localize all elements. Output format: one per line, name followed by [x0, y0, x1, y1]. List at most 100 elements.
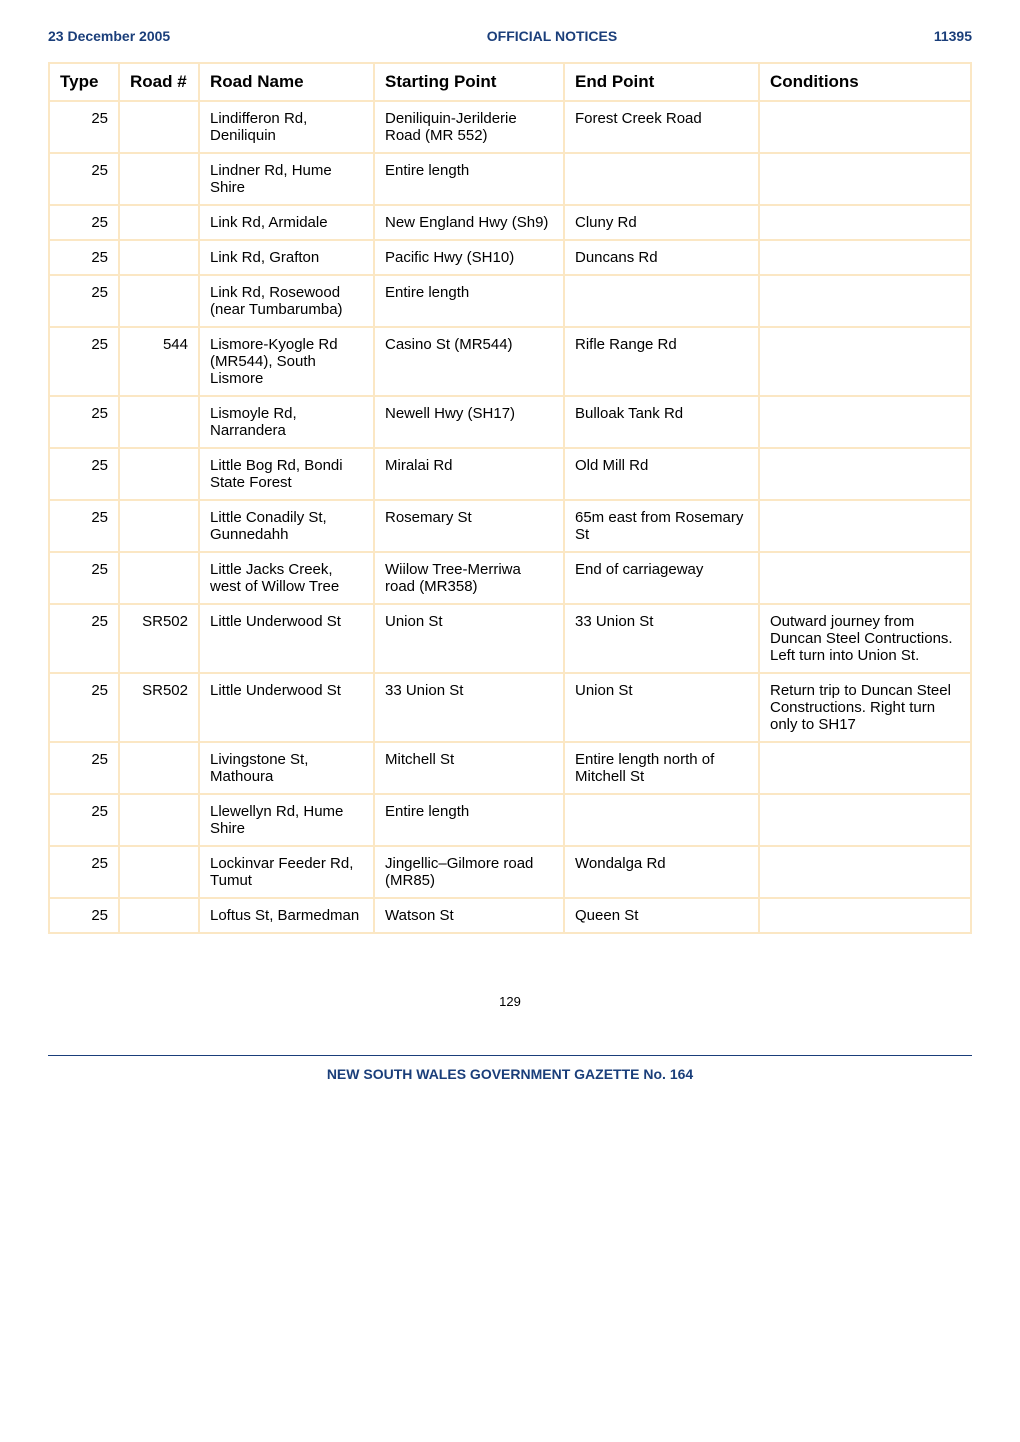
table-cell — [759, 794, 971, 846]
page-header: 23 December 2005 OFFICIAL NOTICES 11395 — [48, 28, 972, 44]
col-end: End Point — [564, 63, 759, 101]
table-cell: 25 — [49, 846, 119, 898]
table-cell — [119, 396, 199, 448]
table-cell: Lismoyle Rd, Narrandera — [199, 396, 374, 448]
table-cell: Wiilow Tree-Merriwa road (MR358) — [374, 552, 564, 604]
table-cell: End of carriageway — [564, 552, 759, 604]
col-start: Starting Point — [374, 63, 564, 101]
table-cell: New England Hwy (Sh9) — [374, 205, 564, 240]
table-cell: Little Underwood St — [199, 673, 374, 742]
table-header-row: Type Road # Road Name Starting Point End… — [49, 63, 971, 101]
table-cell: Casino St (MR544) — [374, 327, 564, 396]
table-cell: Forest Creek Road — [564, 101, 759, 153]
table-cell: 25 — [49, 153, 119, 205]
table-cell: Queen St — [564, 898, 759, 933]
table-cell — [564, 794, 759, 846]
table-cell — [759, 153, 971, 205]
roads-table: Type Road # Road Name Starting Point End… — [48, 62, 972, 934]
table-cell: Miralai Rd — [374, 448, 564, 500]
table-cell — [564, 275, 759, 327]
table-cell: 25 — [49, 240, 119, 275]
table-cell — [759, 448, 971, 500]
table-cell — [119, 898, 199, 933]
table-cell: 544 — [119, 327, 199, 396]
header-page: 11395 — [934, 28, 972, 44]
table-cell: Livingstone St, Mathoura — [199, 742, 374, 794]
table-cell: 33 Union St — [374, 673, 564, 742]
table-cell: 25 — [49, 327, 119, 396]
table-cell — [119, 846, 199, 898]
header-title: OFFICIAL NOTICES — [170, 28, 934, 44]
table-cell: Link Rd, Armidale — [199, 205, 374, 240]
table-cell: Outward journey from Duncan Steel Contru… — [759, 604, 971, 673]
table-cell: Loftus St, Barmedman — [199, 898, 374, 933]
table-cell: 25 — [49, 275, 119, 327]
table-cell — [759, 396, 971, 448]
table-row: 25 Lismoyle Rd, NarranderaNewell Hwy (SH1… — [49, 396, 971, 448]
table-cell — [759, 898, 971, 933]
table-cell: Entire length north of Mitchell St — [564, 742, 759, 794]
table-cell — [759, 275, 971, 327]
table-cell: Little Jacks Creek, west of Willow Tree — [199, 552, 374, 604]
table-cell — [759, 742, 971, 794]
page-number: 129 — [48, 994, 972, 1009]
table-cell — [759, 101, 971, 153]
table-cell: Pacific Hwy (SH10) — [374, 240, 564, 275]
table-row: 25Link Rd, GraftonPacific Hwy (SH10)Dunc… — [49, 240, 971, 275]
table-row: 25SR502Little Underwood StUnion St33 Uni… — [49, 604, 971, 673]
table-cell: 25 — [49, 552, 119, 604]
table-cell — [759, 240, 971, 275]
table-cell: Jingellic–Gilmore road (MR85) — [374, 846, 564, 898]
table-row: 25SR502Little Underwood St33 Union StUni… — [49, 673, 971, 742]
table-cell: Entire length — [374, 153, 564, 205]
table-cell: 25 — [49, 673, 119, 742]
header-date: 23 December 2005 — [48, 28, 170, 44]
table-cell: 25 — [49, 898, 119, 933]
table-cell — [119, 742, 199, 794]
table-cell: Cluny Rd — [564, 205, 759, 240]
table-cell: Entire length — [374, 275, 564, 327]
table-cell: Rifle Range Rd — [564, 327, 759, 396]
table-cell — [119, 240, 199, 275]
table-cell: 25 — [49, 742, 119, 794]
table-cell — [119, 794, 199, 846]
table-cell — [759, 327, 971, 396]
table-row: 25Lindifferon Rd, DeniliquinDeniliquin-J… — [49, 101, 971, 153]
table-cell — [759, 205, 971, 240]
table-cell: Lindner Rd, Hume Shire — [199, 153, 374, 205]
table-row: 25 Link Rd, ArmidaleNew England Hwy (Sh9)… — [49, 205, 971, 240]
table-cell — [119, 275, 199, 327]
table-cell: Little Conadily St, Gunnedahh — [199, 500, 374, 552]
table-cell — [119, 500, 199, 552]
table-cell — [119, 153, 199, 205]
table-cell: Union St — [564, 673, 759, 742]
table-cell: Wondalga Rd — [564, 846, 759, 898]
table-row: 25544Lismore-Kyogle Rd (MR544), South Li… — [49, 327, 971, 396]
table-cell: 25 — [49, 101, 119, 153]
col-road-num: Road # — [119, 63, 199, 101]
table-row: 25 Lindner Rd, Hume ShireEntire length — [49, 153, 971, 205]
table-cell: 25 — [49, 396, 119, 448]
table-cell: Old Mill Rd — [564, 448, 759, 500]
table-cell: Little Underwood St — [199, 604, 374, 673]
table-row: 25 Little Jacks Creek, west of Willow Tre… — [49, 552, 971, 604]
col-conditions: Conditions — [759, 63, 971, 101]
table-cell: 33 Union St — [564, 604, 759, 673]
table-row: 25Little Bog Rd, Bondi State ForestMiral… — [49, 448, 971, 500]
table-row: 25Lockinvar Feeder Rd, TumutJingellic–Gi… — [49, 846, 971, 898]
table-cell — [759, 500, 971, 552]
table-cell: Bulloak Tank Rd — [564, 396, 759, 448]
table-cell: 25 — [49, 604, 119, 673]
table-cell — [119, 552, 199, 604]
table-cell — [759, 552, 971, 604]
table-row: 25Llewellyn Rd, Hume ShireEntire length — [49, 794, 971, 846]
table-cell — [119, 448, 199, 500]
table-cell: SR502 — [119, 604, 199, 673]
table-cell: Rosemary St — [374, 500, 564, 552]
table-cell: 25 — [49, 205, 119, 240]
table-cell: Duncans Rd — [564, 240, 759, 275]
table-cell: Newell Hwy (SH17) — [374, 396, 564, 448]
table-cell: Lindifferon Rd, Deniliquin — [199, 101, 374, 153]
table-cell: Llewellyn Rd, Hume Shire — [199, 794, 374, 846]
table-row: 25Livingstone St, MathouraMitchell StEnt… — [49, 742, 971, 794]
